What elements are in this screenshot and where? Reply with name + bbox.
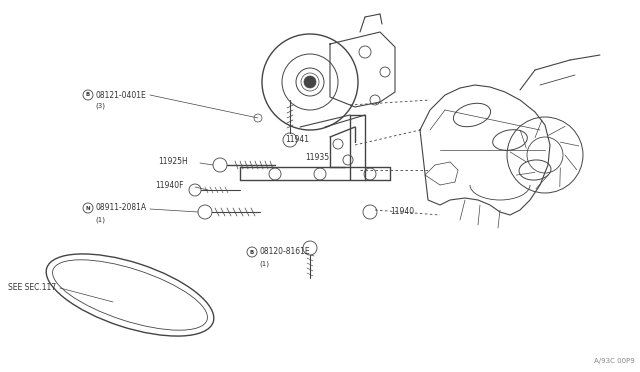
Circle shape [304,76,316,88]
Text: B: B [86,93,90,97]
Text: 08120-8161E: 08120-8161E [259,247,310,257]
Text: 11940: 11940 [390,208,414,217]
Text: 11935: 11935 [305,153,329,161]
Text: (3): (3) [95,103,105,109]
Text: (1): (1) [259,261,269,267]
Text: (1): (1) [95,217,105,223]
Text: 11941: 11941 [285,135,309,144]
Text: 08121-0401E: 08121-0401E [95,90,146,99]
Text: N: N [86,205,90,211]
Text: 11925H: 11925H [158,157,188,167]
Text: 11940F: 11940F [155,182,184,190]
Text: B: B [250,250,254,254]
Text: 08911-2081A: 08911-2081A [95,203,146,212]
Text: SEE SEC.117: SEE SEC.117 [8,283,56,292]
Text: A/93C 00P9: A/93C 00P9 [595,358,635,364]
